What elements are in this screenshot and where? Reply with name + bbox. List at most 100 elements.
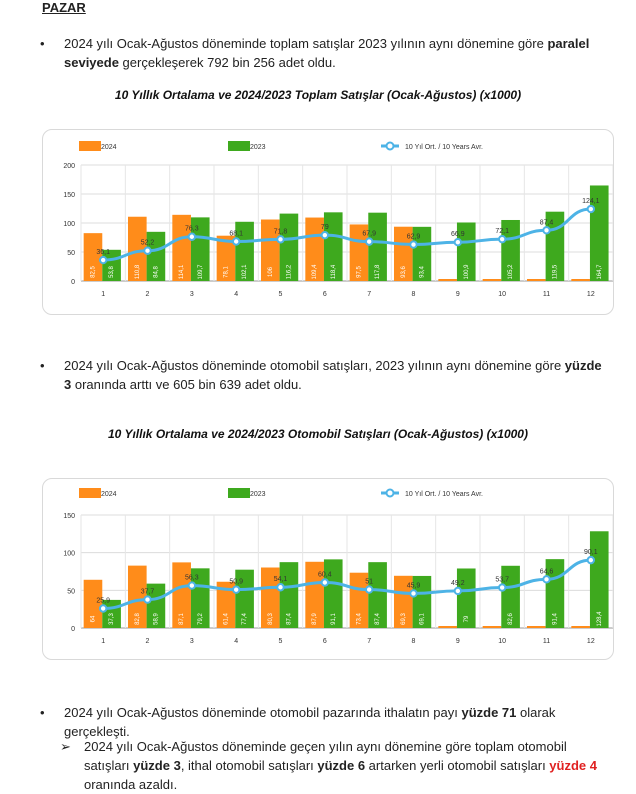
- x-tick-label: 11: [543, 638, 550, 645]
- bar-value-label: 106: [268, 266, 274, 277]
- avg-point: [586, 555, 596, 565]
- avg-value-label: 76,3: [185, 226, 199, 233]
- avg-point: [320, 230, 330, 240]
- avg-point: [497, 583, 507, 592]
- avg-point: [320, 578, 330, 587]
- avg-value-label: 68,1: [229, 231, 243, 238]
- car-sales-chart: 0 50 100 150 2024 2023 10 Yıl Ort. / 10 Years …: [63, 488, 613, 645]
- legend-label: 10 Yıl Ort. / 10 Years Avr.: [405, 144, 483, 151]
- bar-2024: [482, 626, 502, 628]
- bar-2023: [323, 559, 343, 628]
- y-tick-label: 50: [67, 588, 75, 595]
- avg-point: [231, 585, 241, 594]
- avg-point: [187, 232, 197, 241]
- bar-2024: [305, 561, 324, 628]
- bar-2023: [456, 568, 476, 628]
- bullet-text: 2024 yılı Ocak-Ağustos döneminde toplam …: [64, 36, 590, 70]
- bullet-dot-icon: •: [40, 36, 45, 51]
- x-tick-label: 3: [190, 291, 194, 298]
- bar-2023: [412, 575, 432, 628]
- x-tick-label: 7: [367, 291, 371, 298]
- bar-value-label: 114,1: [179, 264, 185, 279]
- bar-value-label: 93,6: [401, 266, 407, 278]
- bar-value-label: 100,9: [464, 264, 470, 280]
- avg-line: [103, 558, 591, 610]
- bar-2023: [323, 212, 343, 281]
- bullet-text: 2024 yılı Ocak-Ağustos döneminde otomobi…: [64, 705, 556, 739]
- bar-2023: [589, 531, 609, 628]
- bar-value-label: 117,8: [375, 264, 381, 279]
- avg-value-label: 67,9: [362, 231, 376, 238]
- avg-value-label: 64,6: [540, 568, 554, 575]
- legend-swatch: [79, 141, 101, 151]
- bar-value-label: 87,4: [287, 613, 293, 625]
- bar-value-label: 58,9: [154, 613, 160, 625]
- bar-value-label: 61,4: [224, 613, 230, 625]
- x-tick-label: 1: [101, 291, 105, 298]
- x-tick-label: 12: [587, 638, 595, 645]
- x-tick-label: 3: [190, 638, 194, 645]
- avg-point: [364, 585, 374, 594]
- avg-point: [409, 589, 418, 598]
- avg-value-label: 72,1: [495, 228, 509, 235]
- bar-value-label: 53,8: [109, 266, 115, 278]
- x-tick-label: 6: [323, 291, 327, 298]
- bar-2024: [571, 279, 590, 281]
- avg-point: [143, 595, 152, 604]
- x-tick-label: 7: [367, 638, 371, 645]
- bar-2023: [501, 565, 520, 628]
- bar-value-label: 69,1: [420, 613, 426, 625]
- avg-point: [453, 586, 463, 596]
- x-tick-label: 9: [456, 291, 460, 298]
- bar-2024: [172, 562, 191, 628]
- y-tick-label: 0: [71, 626, 75, 633]
- avg-value-label: 79: [321, 224, 329, 231]
- bar-value-label: 64: [91, 615, 97, 622]
- bar-2024: [438, 626, 457, 628]
- bar-2024: [83, 233, 103, 281]
- legend-label: 10 Yıl Ort. / 10 Years Avr.: [405, 491, 483, 498]
- bar-value-label: 109,4: [312, 264, 318, 280]
- legend-label: 2023: [250, 144, 266, 151]
- y-tick-label: 0: [71, 279, 75, 286]
- bar-2024: [260, 567, 280, 628]
- bullet-dot-icon: •: [40, 358, 45, 373]
- y-tick-label: 100: [63, 551, 75, 558]
- bar-value-label: 87,4: [375, 613, 381, 625]
- chart-2-box: 0 50 100 150 2024 2023 10 Yıl Ort. / 10 Years …: [42, 478, 614, 660]
- legend-marker: [385, 141, 395, 151]
- x-tick-label: 5: [279, 638, 283, 645]
- bar-value-label: 84,8: [154, 266, 160, 278]
- avg-value-label: 56,3: [185, 575, 199, 582]
- bar-value-label: 79,2: [198, 613, 204, 625]
- total-sales-chart: 0 50 100 150 200 2024 2023 10 Yıl Ort. / 10 Yea…: [63, 141, 613, 298]
- bar-2023: [412, 226, 432, 281]
- bar-2024: [438, 279, 457, 281]
- bar-2024: [127, 565, 147, 628]
- bar-2023: [235, 569, 254, 628]
- avg-point: [231, 237, 241, 246]
- x-tick-label: 8: [412, 638, 416, 645]
- bar-value-label: 116,2: [287, 264, 293, 279]
- bar-2024: [571, 626, 590, 628]
- legend-swatch: [228, 488, 250, 498]
- bar-value-label: 105,2: [508, 264, 514, 280]
- x-tick-label: 11: [543, 291, 550, 298]
- x-tick-label: 12: [587, 291, 595, 298]
- bar-2024: [526, 279, 546, 281]
- avg-point: [542, 575, 551, 584]
- x-tick-label: 1: [101, 638, 105, 645]
- bar-2023: [279, 213, 299, 281]
- bar-2023: [368, 212, 387, 281]
- x-tick-label: 4: [234, 638, 238, 645]
- bar-2023: [279, 562, 299, 628]
- bar-value-label: 82,8: [135, 613, 141, 625]
- legend-swatch: [228, 141, 250, 151]
- x-tick-label: 10: [498, 638, 506, 645]
- x-tick-label: 2: [146, 291, 150, 298]
- avg-value-label: 51: [365, 579, 373, 586]
- avg-value-label: 49,2: [451, 580, 465, 587]
- avg-point: [276, 235, 285, 244]
- bar-2024: [172, 214, 191, 281]
- avg-point: [453, 237, 463, 247]
